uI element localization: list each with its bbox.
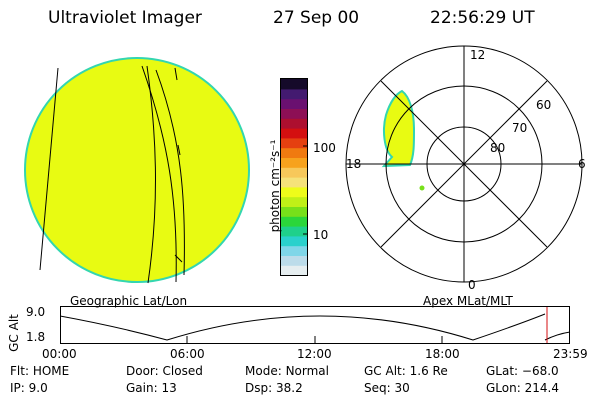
colorbar-unit-label: photon cm⁻²s⁻¹ <box>268 139 282 233</box>
mlat-label: 60 <box>536 98 552 112</box>
colorbar-segment <box>281 88 307 100</box>
colorbar-segment <box>281 245 307 256</box>
colorbar-segment <box>281 196 307 207</box>
coastline <box>177 144 181 156</box>
colorbar-segment <box>281 265 307 276</box>
colorbar-segment <box>281 79 307 90</box>
colorbar <box>280 78 308 276</box>
status-field: Seq: 30 <box>364 381 410 395</box>
mlt-label-dusk: 18 <box>346 157 362 171</box>
timeline-tick-label: 00:00 <box>42 347 77 361</box>
status-field: GLat: −68.0 <box>486 364 559 378</box>
colorbar-segment <box>281 255 307 266</box>
colorbar-segment <box>281 235 307 247</box>
colorbar-segment <box>281 128 307 139</box>
colorbar-segment <box>281 137 307 149</box>
colorbar-tick-label: 100 <box>313 141 336 155</box>
colorbar-segment <box>281 118 307 129</box>
coastline <box>174 254 183 263</box>
status-field: Gain: 13 <box>126 381 177 395</box>
colorbar-segment <box>281 177 307 188</box>
coastline <box>174 67 178 81</box>
display-time: 22:56:29 UT <box>430 8 535 28</box>
mlt-label-noon: 12 <box>470 48 486 62</box>
mlt-axis-diagonal <box>380 80 548 248</box>
timeline-tick-label: 23:59 <box>553 347 588 361</box>
timeline-tick-label: 12:00 <box>297 347 332 361</box>
colorbar-segment <box>281 206 307 217</box>
timeline-ymin: 1.8 <box>26 330 46 344</box>
mlat-label: 80 <box>490 141 506 155</box>
colorbar-segment <box>281 216 307 227</box>
display-date: 27 Sep 00 <box>273 8 360 28</box>
geographic-label: Geographic Lat/Lon <box>70 294 188 308</box>
coastline-lines <box>39 65 185 284</box>
colorbar-segment <box>281 147 307 158</box>
coastline <box>155 69 185 276</box>
timeline-tick-label: 18:00 <box>425 347 460 361</box>
mlt-label-midnight: 0 <box>468 278 476 292</box>
status-field: Door: Closed <box>126 364 203 378</box>
earth-disk <box>24 57 250 283</box>
colorbar-segment <box>281 108 307 119</box>
colorbar-segment <box>281 157 307 168</box>
timeline-ymax: 9.0 <box>26 305 46 319</box>
aurora-region <box>381 89 416 168</box>
colorbar-frame <box>280 78 308 276</box>
mlat-label: 70 <box>512 121 528 135</box>
polar-plot <box>345 45 583 283</box>
colorbar-tick-label: 10 <box>313 228 329 242</box>
status-field: GC Alt: 1.6 Re <box>364 364 448 378</box>
timeline-tick-label: 06:00 <box>170 347 205 361</box>
status-field: Dsp: 38.2 <box>245 381 303 395</box>
timeline-frame <box>60 306 570 344</box>
polar-label: Apex MLat/MLT <box>423 294 513 308</box>
geographic-image <box>24 57 250 284</box>
coastline <box>141 65 177 283</box>
timeline-ylabel: GC Alt <box>7 314 21 352</box>
coastline <box>39 67 59 271</box>
status-field: GLon: 214.4 <box>486 381 559 395</box>
colorbar-segment <box>281 167 307 178</box>
display-title: Ultraviolet Imager <box>48 8 202 28</box>
status-field: Flt: HOME <box>10 364 70 378</box>
colorbar-segment <box>281 186 307 198</box>
colorbar-segment <box>281 98 307 109</box>
colorbar-segment <box>281 226 307 237</box>
status-field: IP: 9.0 <box>10 381 48 395</box>
mlt-label-dawn: 6 <box>578 157 586 171</box>
status-field: Mode: Normal <box>245 364 329 378</box>
altitude-timeline <box>60 306 571 344</box>
aurora-spot <box>419 185 425 191</box>
